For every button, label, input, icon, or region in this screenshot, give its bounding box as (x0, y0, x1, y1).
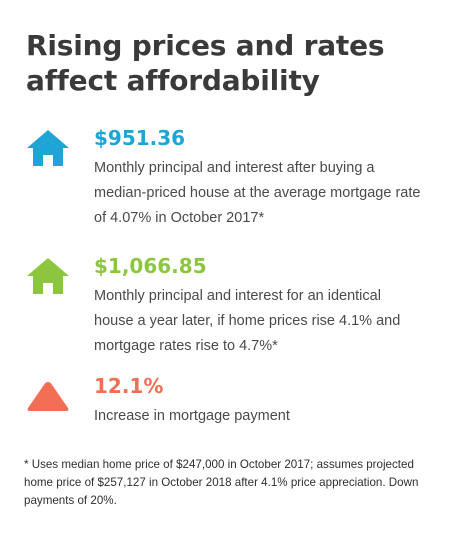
stat-value: 12.1% (94, 374, 164, 398)
title-line-1: Rising prices and rates (26, 29, 385, 62)
stat-description: Monthly principal and interest for an id… (94, 288, 401, 354)
footnote: * Uses median home price of $247,000 in … (24, 458, 419, 507)
stat-value: $1,066.85 (94, 254, 207, 278)
stat-value: $951.36 (94, 126, 186, 150)
house-icon (27, 130, 69, 166)
stat-description: Increase in mortgage payment (94, 408, 290, 424)
triangle-up-icon (27, 382, 69, 411)
house-icon (27, 258, 69, 294)
title-line-2: affect affordability (26, 64, 320, 97)
page-title: Rising prices and rates affect affordabi… (26, 28, 456, 98)
stat-description: Monthly principal and interest after buy… (94, 160, 421, 226)
